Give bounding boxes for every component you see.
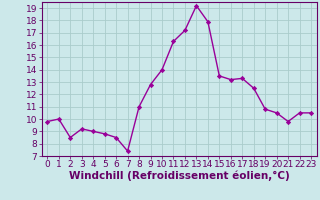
X-axis label: Windchill (Refroidissement éolien,°C): Windchill (Refroidissement éolien,°C) [69, 171, 290, 181]
